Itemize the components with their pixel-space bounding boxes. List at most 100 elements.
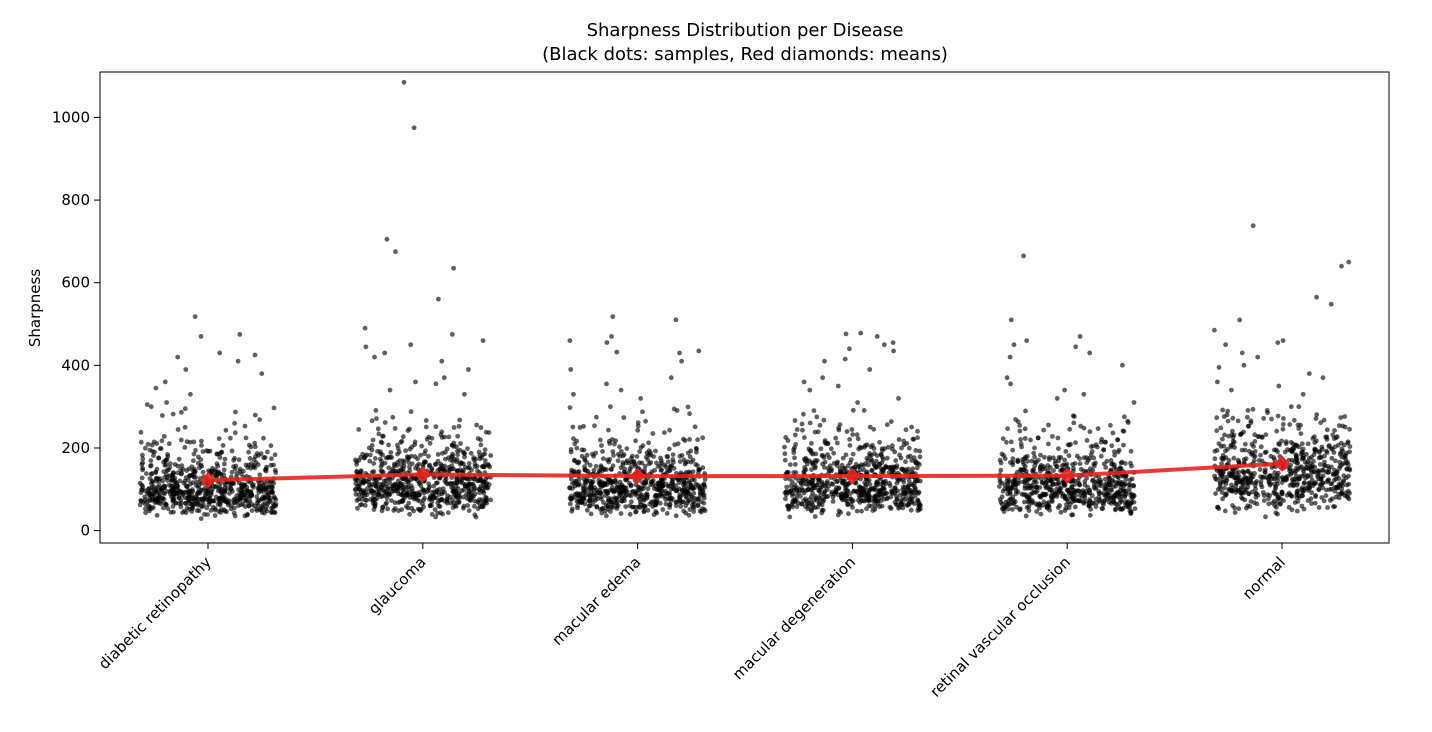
sample-point — [1272, 489, 1277, 494]
sample-point — [159, 438, 165, 444]
sample-point — [677, 350, 682, 356]
sample-point — [1127, 501, 1133, 506]
sample-point — [167, 465, 173, 470]
sample-point — [214, 451, 220, 457]
sample-point — [790, 504, 796, 510]
sample-point — [584, 460, 590, 465]
sample-point — [399, 438, 405, 444]
sample-point — [403, 477, 408, 482]
sample-point — [911, 436, 917, 442]
sample-point — [482, 458, 488, 463]
sample-point — [466, 508, 472, 513]
sample-point — [917, 478, 923, 484]
sample-point — [885, 444, 891, 450]
sample-point — [673, 317, 679, 323]
sample-point — [644, 495, 650, 501]
sample-point — [878, 465, 884, 471]
sample-point — [633, 438, 638, 444]
sample-point — [1071, 466, 1076, 471]
sample-point — [645, 486, 651, 492]
sample-point — [144, 471, 149, 476]
sample-point — [572, 492, 578, 497]
sample-point — [818, 493, 823, 498]
sample-point — [161, 505, 166, 511]
sample-point — [1305, 459, 1311, 464]
sample-point — [1088, 466, 1093, 472]
sample-point — [819, 479, 825, 485]
sample-point — [605, 504, 611, 509]
sample-point — [182, 406, 188, 412]
sample-point — [905, 502, 911, 507]
sample-point — [1022, 483, 1028, 489]
sample-point — [356, 427, 362, 432]
sample-point — [695, 502, 701, 508]
sample-point — [617, 444, 622, 450]
sample-point — [195, 502, 201, 508]
sample-point — [1325, 505, 1330, 510]
sample-point — [1229, 387, 1234, 393]
sample-point — [190, 505, 195, 511]
sample-point — [1331, 436, 1337, 441]
sample-point — [783, 435, 789, 440]
sample-point — [867, 424, 873, 430]
sample-point — [833, 489, 839, 495]
sample-point — [1127, 485, 1132, 491]
sample-point — [158, 501, 164, 507]
sample-point — [1270, 500, 1275, 506]
sample-point — [1001, 453, 1007, 458]
sample-point — [179, 409, 184, 415]
sample-point — [252, 352, 258, 358]
sample-point — [231, 464, 236, 469]
sample-point — [484, 500, 490, 506]
sample-point — [624, 458, 630, 463]
sample-point — [175, 463, 181, 469]
sample-point — [576, 477, 582, 482]
sample-point — [1128, 448, 1134, 454]
sample-point — [1025, 495, 1030, 501]
sample-point — [363, 344, 369, 350]
sample-point — [232, 496, 238, 502]
sample-point — [468, 497, 473, 503]
sample-point — [425, 487, 431, 493]
sample-point — [183, 367, 189, 372]
sample-point — [1289, 448, 1295, 454]
sample-point — [791, 447, 797, 453]
sample-point — [617, 453, 623, 459]
sample-point — [182, 445, 188, 450]
sample-point — [426, 434, 432, 440]
sample-point — [806, 487, 811, 493]
sample-point — [1120, 488, 1126, 494]
sample-point — [1070, 413, 1076, 419]
sample-point — [808, 448, 814, 453]
sample-point — [610, 463, 616, 469]
sample-point — [787, 514, 793, 520]
sample-point — [898, 498, 904, 504]
sample-point — [1037, 493, 1043, 499]
sample-point — [1102, 476, 1108, 482]
sample-point — [1214, 448, 1220, 453]
sample-point — [858, 330, 864, 336]
sample-point — [1046, 441, 1051, 447]
sample-point — [453, 492, 459, 498]
sample-point — [357, 487, 363, 493]
sample-point — [691, 490, 697, 496]
sample-point — [912, 487, 918, 493]
sample-point — [648, 479, 654, 485]
sample-point — [1275, 340, 1281, 345]
sample-point — [1091, 482, 1097, 487]
sample-point — [1301, 480, 1307, 486]
sample-point — [591, 467, 597, 473]
sample-point — [1240, 496, 1245, 502]
sample-point — [1308, 473, 1314, 479]
sample-point — [384, 500, 389, 506]
sample-point — [1280, 338, 1286, 343]
sample-point — [641, 480, 647, 486]
sample-point — [1022, 499, 1027, 505]
sample-point — [211, 498, 217, 504]
sample-point — [1309, 501, 1314, 506]
sample-point — [901, 491, 907, 497]
mean-marker — [414, 466, 431, 483]
sample-point — [592, 423, 597, 429]
sample-point — [436, 296, 441, 302]
sample-point — [1050, 481, 1056, 487]
